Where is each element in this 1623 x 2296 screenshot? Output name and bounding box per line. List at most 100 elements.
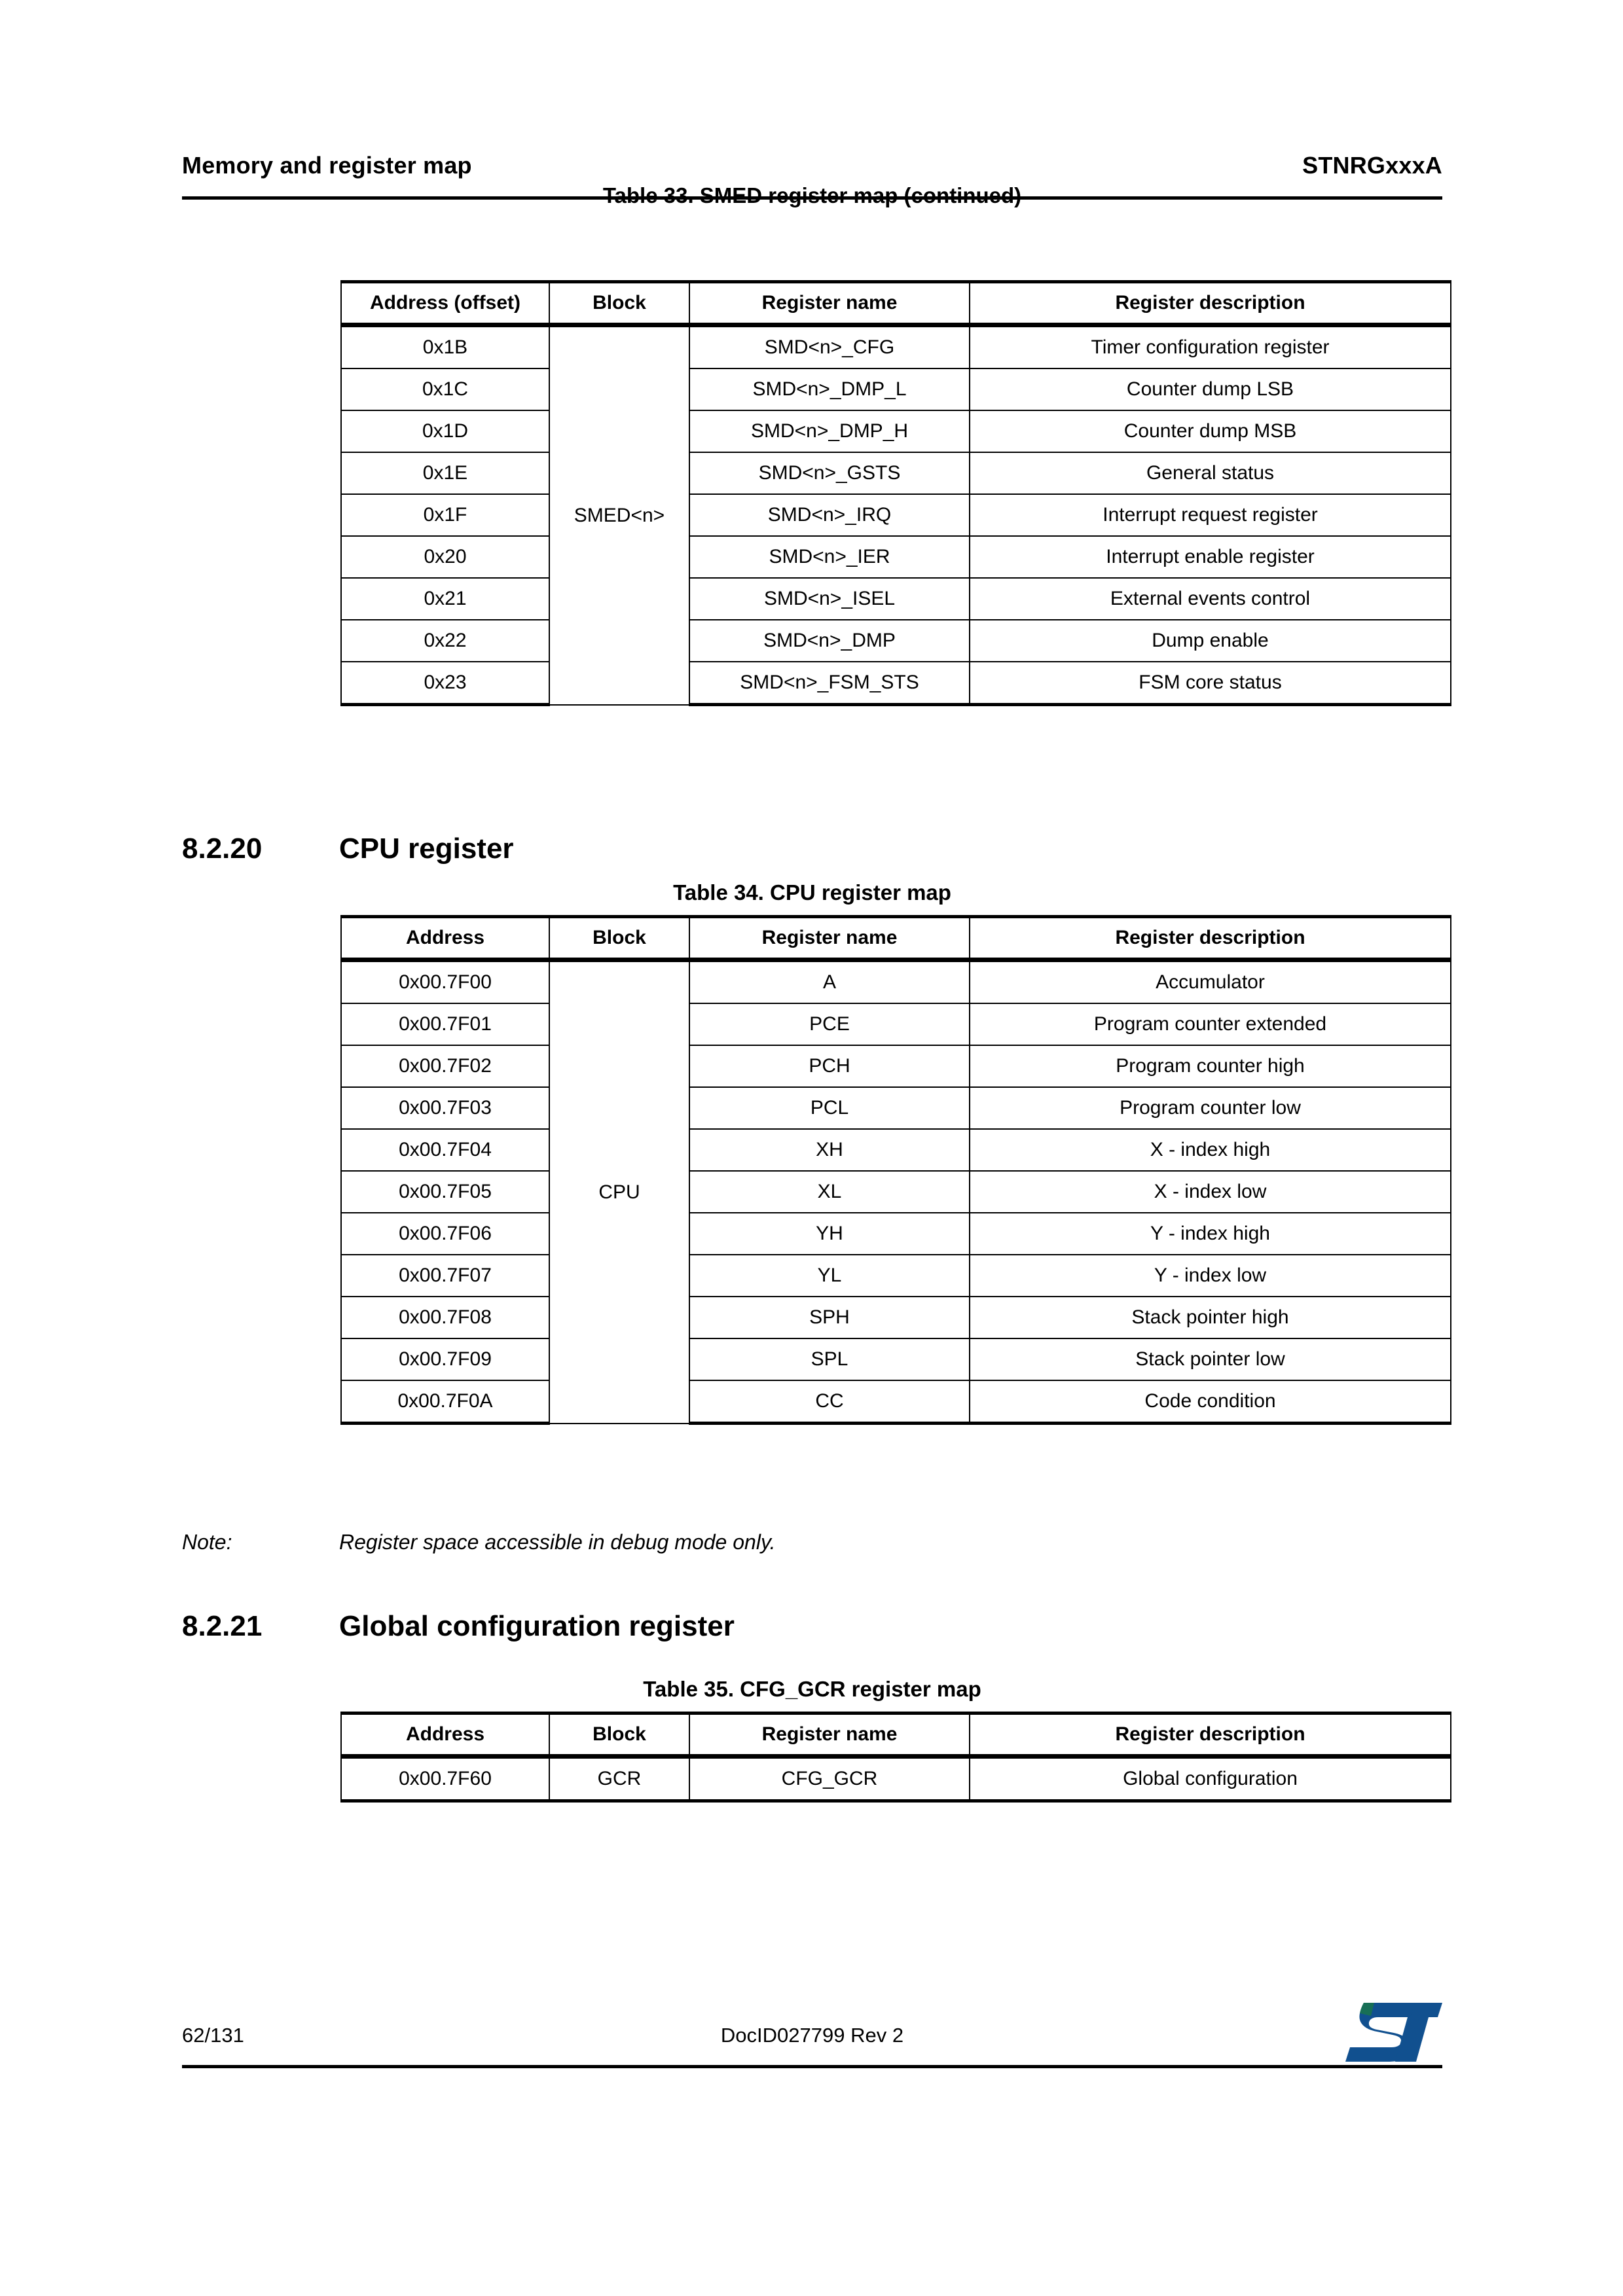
cell-register-description: Counter dump LSB	[969, 368, 1451, 411]
cell-register-description: Dump enable	[969, 619, 1451, 662]
cell-address: 0x00.7F06	[340, 1212, 550, 1255]
cell-register-name: A	[689, 959, 970, 1004]
table-row: 0x1E SMD<n>_GSTS General status	[340, 452, 1451, 495]
cell-register-description: External events control	[969, 577, 1451, 620]
cell-register-description: Accumulator	[969, 959, 1451, 1004]
cell-address: 0x1B	[340, 324, 550, 369]
header-divider	[182, 196, 1442, 200]
table-35-col-description: Register description	[969, 1712, 1451, 1759]
table-35-col-name: Register name	[689, 1712, 970, 1759]
table-34-col-description: Register description	[969, 916, 1451, 962]
cell-register-name: SMD<n>_DMP_H	[689, 410, 970, 453]
table-row: 0x00.7F07 YL Y - index low	[340, 1254, 1451, 1297]
table-35-body: 0x00.7F60 GCR CFG_GCR Global configuration	[340, 1755, 1451, 1803]
cell-register-name: SMD<n>_DMP	[689, 619, 970, 662]
st-logo-icon	[1344, 1988, 1442, 2062]
table-row: 0x00.7F02 PCH Program counter high	[340, 1045, 1451, 1088]
table-row: 0x00.7F0A CC Code condition	[340, 1380, 1451, 1425]
note-row: Note: Register space accessible in debug…	[182, 1530, 1442, 1554]
cell-register-name: SPL	[689, 1338, 970, 1381]
section-heading-8-2-21: 8.2.21 Global configuration register	[182, 1610, 1442, 1643]
cell-register-name: CFG_GCR	[689, 1755, 970, 1803]
section-number: 8.2.20	[182, 833, 263, 865]
cell-register-name: SMD<n>_FSM_STS	[689, 661, 970, 706]
running-header: Memory and register map STNRGxxxA	[182, 152, 1442, 179]
table-row: 0x00.7F05 XL X - index low	[340, 1170, 1451, 1213]
cell-register-name: YH	[689, 1212, 970, 1255]
cell-register-description: Code condition	[969, 1380, 1451, 1425]
cell-address: 0x1C	[340, 368, 550, 411]
cell-address: 0x00.7F07	[340, 1254, 550, 1297]
cell-address: 0x00.7F03	[340, 1086, 550, 1130]
cell-address: 0x00.7F04	[340, 1128, 550, 1172]
table-row: 0x1F SMD<n>_IRQ Interrupt request register	[340, 493, 1451, 537]
cell-block: SMED<n>	[549, 324, 690, 706]
table-row: 0x22 SMD<n>_DMP Dump enable	[340, 619, 1451, 662]
cell-register-description: Stack pointer high	[969, 1296, 1451, 1339]
table-row: 0x00.7F04 XH X - index high	[340, 1128, 1451, 1172]
table-33-smed-register-map: Address (offset) Block Register name Reg…	[340, 280, 1451, 706]
cell-register-description: Interrupt request register	[969, 493, 1451, 537]
table-33-col-name: Register name	[689, 281, 970, 327]
table-33-body: 0x1B SMED<n> SMD<n>_CFG Timer configuration…	[340, 324, 1451, 706]
note-label: Note:	[182, 1530, 232, 1554]
cell-register-name: SPH	[689, 1296, 970, 1339]
table-row: 0x20 SMD<n>_IER Interrupt enable register	[340, 535, 1451, 579]
cell-address: 0x23	[340, 661, 550, 706]
cell-address: 0x00.7F08	[340, 1296, 550, 1339]
cell-register-name: SMD<n>_IRQ	[689, 493, 970, 537]
cell-register-description: Program counter low	[969, 1086, 1451, 1130]
cell-address: 0x20	[340, 535, 550, 579]
header-product-name: STNRGxxxA	[1302, 152, 1442, 179]
table-row: 0x00.7F03 PCL Program counter low	[340, 1086, 1451, 1130]
page-footer: 62/131 DocID027799 Rev 2	[182, 2003, 1442, 2062]
cell-address: 0x00.7F02	[340, 1045, 550, 1088]
cell-register-description: Y - index low	[969, 1254, 1451, 1297]
cell-register-name: PCE	[689, 1003, 970, 1046]
cell-register-name: PCH	[689, 1045, 970, 1088]
cell-address: 0x00.7F01	[340, 1003, 550, 1046]
section-heading-8-2-20: 8.2.20 CPU register	[182, 833, 1442, 865]
cell-register-description: FSM core status	[969, 661, 1451, 706]
cell-register-description: Stack pointer low	[969, 1338, 1451, 1381]
cell-register-name: SMD<n>_ISEL	[689, 577, 970, 620]
cell-address: 0x1E	[340, 452, 550, 495]
cell-register-name: SMD<n>_CFG	[689, 324, 970, 369]
cell-register-name: PCL	[689, 1086, 970, 1130]
cell-address: 0x00.7F0A	[340, 1380, 550, 1425]
cell-register-name: YL	[689, 1254, 970, 1297]
cell-register-description: Y - index high	[969, 1212, 1451, 1255]
cell-register-name: XL	[689, 1170, 970, 1213]
cell-address: 0x22	[340, 619, 550, 662]
table-row: 0x1C SMD<n>_DMP_L Counter dump LSB	[340, 368, 1451, 411]
table-34-col-address: Address	[340, 916, 550, 962]
cell-register-description: Interrupt enable register	[969, 535, 1451, 579]
cell-address: 0x1D	[340, 410, 550, 453]
table-row: 0x00.7F06 YH Y - index high	[340, 1212, 1451, 1255]
table-row: 0x21 SMD<n>_ISEL External events control	[340, 577, 1451, 620]
table-35-header-row: Address Block Register name Register des…	[340, 1712, 1451, 1759]
footer-page-number: 62/131	[182, 2024, 244, 2047]
cell-register-description: X - index low	[969, 1170, 1451, 1213]
table-34-caption: Table 34. CPU register map	[673, 880, 951, 905]
table-row: 0x1D SMD<n>_DMP_H Counter dump MSB	[340, 410, 1451, 453]
table-row: 0x23 SMD<n>_FSM_STS FSM core status	[340, 661, 1451, 706]
table-34-cpu-register-map: Address Block Register name Register des…	[340, 915, 1451, 1425]
table-33-col-description: Register description	[969, 281, 1451, 327]
cell-address: 0x00.7F09	[340, 1338, 550, 1381]
table-34-col-name: Register name	[689, 916, 970, 962]
section-title: CPU register	[339, 833, 514, 865]
cell-address: 0x21	[340, 577, 550, 620]
cell-block: GCR	[549, 1755, 690, 1803]
cell-address: 0x00.7F00	[340, 959, 550, 1004]
cell-register-name: CC	[689, 1380, 970, 1425]
cell-register-name: SMD<n>_DMP_L	[689, 368, 970, 411]
table-row: 0x00.7F09 SPL Stack pointer low	[340, 1338, 1451, 1381]
footer-doc-id: DocID027799 Rev 2	[720, 2024, 904, 2047]
table-35-col-address: Address	[340, 1712, 550, 1759]
table-row: 0x00.7F01 PCE Program counter extended	[340, 1003, 1451, 1046]
header-chapter-title: Memory and register map	[182, 152, 472, 179]
table-33-caption: Table 33. SMED register map (continued)	[602, 183, 1022, 207]
section-number: 8.2.21	[182, 1610, 263, 1642]
